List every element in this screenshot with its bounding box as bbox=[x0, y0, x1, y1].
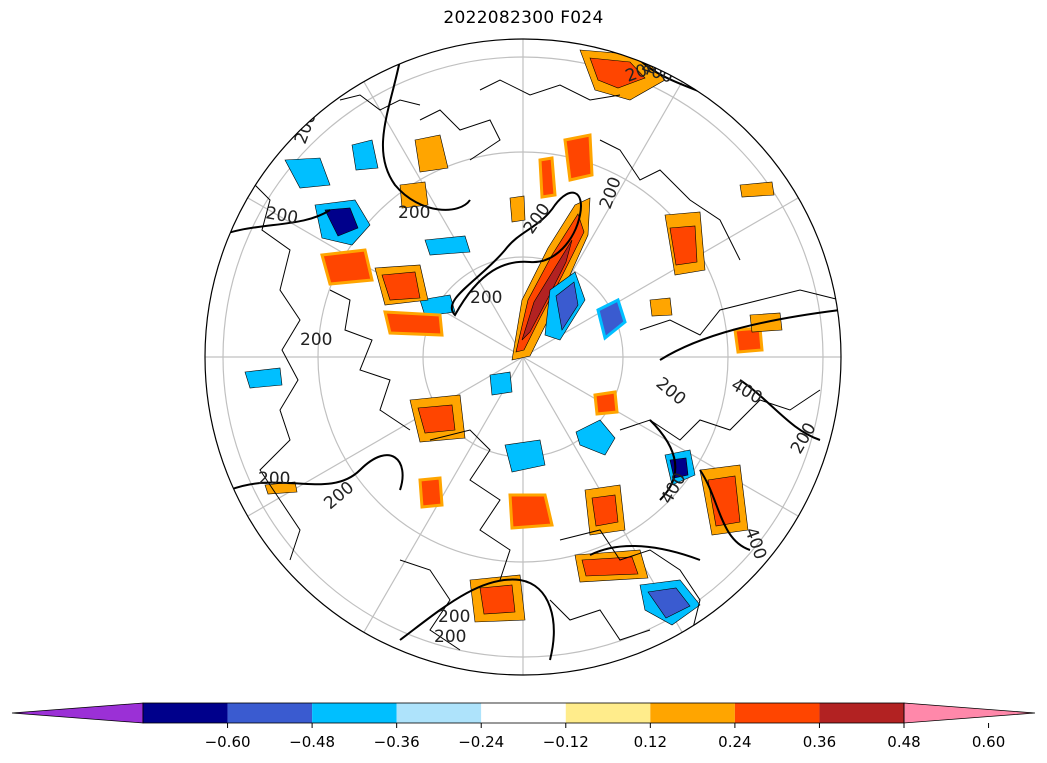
colorbar-tick-label: −0.60 bbox=[205, 733, 251, 751]
map-title: 2022082300 F024 bbox=[443, 8, 604, 28]
colorbar-tick-label: −0.24 bbox=[458, 733, 504, 751]
contour-label: 200 bbox=[438, 607, 470, 627]
contour-label: 200 bbox=[258, 469, 290, 489]
colorbar-segment bbox=[734, 703, 820, 723]
colorbar-segment bbox=[650, 703, 735, 723]
colorbar-segment bbox=[312, 703, 397, 723]
colorbar-ticks: −0.60 −0.48 −0.36 −0.24 −0.12 0.12 0.24 0.36 0.4… bbox=[205, 723, 1005, 751]
contour-label: 200 bbox=[300, 330, 332, 350]
colorbar-segment bbox=[396, 703, 482, 723]
colorbar-tick-label: 0.12 bbox=[634, 733, 667, 751]
colorbar-extend-high bbox=[903, 702, 1036, 724]
contour-label: 200 bbox=[434, 627, 466, 647]
contour-label: 200 bbox=[398, 203, 430, 223]
colorbar-segment bbox=[565, 703, 651, 723]
colorbar-segments bbox=[11, 702, 1036, 724]
colorbar-frame bbox=[142, 702, 905, 724]
colorbar-segment bbox=[819, 703, 904, 723]
colorbar-tick-label: −0.12 bbox=[543, 733, 589, 751]
colorbar-tick-label: 0.36 bbox=[803, 733, 836, 751]
colorbar-segment bbox=[481, 703, 566, 723]
filled-contours bbox=[244, 49, 783, 626]
colorbar-tick-label: 0.24 bbox=[718, 733, 751, 751]
map-boundary bbox=[204, 38, 842, 676]
colorbar-segment bbox=[143, 703, 228, 723]
colorbar-tick-label: −0.36 bbox=[374, 733, 420, 751]
colorbar-tick-label: 0.48 bbox=[887, 733, 920, 751]
colorbar-segment bbox=[227, 703, 313, 723]
contour-label: 200 bbox=[470, 288, 502, 308]
colorbar-tick-label: 0.60 bbox=[972, 733, 1005, 751]
coastlines bbox=[249, 79, 841, 651]
colorbar-extend-low bbox=[11, 702, 144, 724]
colorbar-tick-label: −0.48 bbox=[289, 733, 335, 751]
polar-map: 400 200 200 200 200 200 200 200 200 200 … bbox=[204, 38, 842, 676]
